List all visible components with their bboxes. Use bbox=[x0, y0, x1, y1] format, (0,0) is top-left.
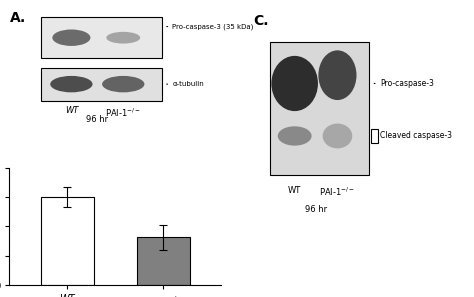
Ellipse shape bbox=[323, 124, 352, 148]
Text: Pro-caspase-3 (35 kDa): Pro-caspase-3 (35 kDa) bbox=[173, 23, 254, 30]
Ellipse shape bbox=[102, 76, 145, 92]
Text: WT: WT bbox=[288, 186, 301, 195]
Ellipse shape bbox=[319, 50, 356, 100]
Text: 96 hr: 96 hr bbox=[86, 115, 109, 124]
Text: PAI-1$^{-/-}$: PAI-1$^{-/-}$ bbox=[105, 106, 141, 119]
Ellipse shape bbox=[278, 126, 311, 146]
Ellipse shape bbox=[50, 76, 92, 92]
Bar bbox=[270, 42, 369, 175]
Text: PAI-1$^{-/-}$: PAI-1$^{-/-}$ bbox=[319, 186, 356, 198]
Ellipse shape bbox=[52, 29, 91, 46]
Text: 96 hr: 96 hr bbox=[305, 205, 327, 214]
Bar bbox=[137, 237, 190, 285]
Ellipse shape bbox=[106, 32, 140, 44]
Text: Cleaved caspase-3: Cleaved caspase-3 bbox=[380, 132, 452, 140]
Bar bbox=[41, 197, 94, 285]
Text: C.: C. bbox=[253, 15, 268, 29]
Bar bbox=[372, 129, 378, 143]
Text: WT: WT bbox=[64, 106, 78, 116]
Text: α-tubulin: α-tubulin bbox=[173, 81, 204, 87]
Bar bbox=[41, 68, 162, 101]
Bar bbox=[41, 17, 162, 58]
Text: Pro-caspase-3: Pro-caspase-3 bbox=[380, 79, 434, 88]
Text: A.: A. bbox=[9, 11, 26, 25]
Ellipse shape bbox=[272, 56, 318, 111]
